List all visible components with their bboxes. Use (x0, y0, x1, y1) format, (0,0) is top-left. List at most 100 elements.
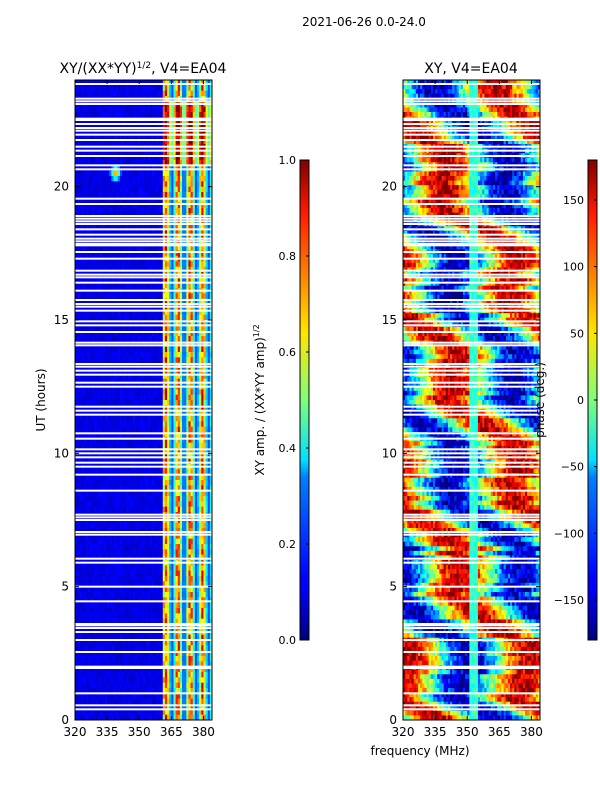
amplitude-cell (85, 149, 89, 156)
amplitude-cell (137, 160, 140, 166)
amplitude-cell (122, 80, 125, 86)
amplitude-cell (139, 170, 142, 177)
amplitude-cell (169, 138, 172, 145)
amplitude-cell (107, 80, 110, 86)
amplitude-cell (137, 85, 140, 92)
amplitude-cell (100, 80, 104, 86)
amplitude-cell (160, 133, 164, 140)
amplitude-cell (154, 138, 157, 145)
amplitude-cell (158, 133, 162, 140)
amplitude-cell (173, 112, 177, 118)
amplitude-cell (197, 106, 200, 113)
amplitude-cell (117, 122, 121, 129)
amplitude-cell (89, 133, 93, 140)
amplitude-cell (122, 138, 125, 145)
amplitude-cell (98, 176, 102, 182)
amplitude-cell (171, 122, 174, 129)
amplitude-cell (92, 122, 95, 129)
amplitude-cell (87, 122, 91, 129)
amplitude-cell (124, 90, 127, 97)
amplitude-cell (139, 106, 142, 113)
amplitude-cell (164, 106, 168, 113)
amplitude-cell (96, 176, 99, 182)
amplitude-cell (147, 165, 151, 172)
amplitude-cell (94, 85, 97, 92)
amplitude-cell (209, 90, 213, 97)
amplitude-cell (132, 133, 136, 140)
amplitude-cell (126, 80, 129, 86)
amplitude-cell (167, 112, 170, 118)
amplitude-cell (130, 138, 134, 145)
amplitude-cell (199, 165, 202, 172)
amplitude-cell (87, 181, 91, 188)
amplitude-cell (94, 133, 97, 140)
amplitude-cell (128, 90, 132, 97)
amplitude-cell (122, 133, 125, 140)
amplitude-cell (139, 85, 142, 92)
amplitude-cell (192, 133, 196, 140)
amplitude-cell (87, 138, 91, 145)
amplitude-cell (124, 122, 127, 129)
amplitude-cell (109, 176, 112, 182)
amplitude-cell (173, 165, 177, 172)
amplitude-cell (199, 176, 202, 182)
amplitude-cell (92, 176, 95, 182)
amplitude-cell (192, 80, 196, 86)
amplitude-cell (117, 106, 121, 113)
amplitude-cell (160, 160, 164, 166)
amplitude-cell (92, 133, 95, 140)
amplitude-cell (98, 138, 102, 145)
amplitude-cell (137, 149, 140, 156)
amplitude-cell (175, 154, 179, 161)
amplitude-cell (173, 170, 177, 177)
amplitude-cell (117, 133, 121, 140)
amplitude-cell (141, 154, 144, 161)
amplitude-cell (132, 85, 136, 92)
amplitude-cell (167, 170, 170, 177)
amplitude-cell (197, 176, 200, 182)
amplitude-cell (81, 181, 84, 188)
amplitude-cell (130, 170, 134, 177)
amplitude-cell (141, 138, 144, 145)
amplitude-cell (92, 80, 95, 86)
amplitude-cell (203, 138, 206, 145)
amplitude-cell (96, 170, 99, 177)
amplitude-cell (143, 154, 147, 161)
amplitude-cell (152, 112, 155, 118)
amplitude-cell (156, 112, 159, 118)
amplitude-cell (179, 176, 183, 182)
amplitude-cell (104, 165, 108, 172)
amplitude-cell (145, 160, 149, 166)
amplitude-cell (158, 160, 162, 166)
amplitude-cell (169, 160, 172, 166)
amplitude-cell (117, 85, 121, 92)
amplitude-cell (201, 85, 204, 92)
amplitude-cell (197, 85, 200, 92)
amplitude-cell (145, 90, 149, 97)
amplitude-cell (137, 154, 140, 161)
amplitude-cell (175, 176, 179, 182)
amplitude-cell (102, 160, 106, 166)
amplitude-cell (77, 106, 80, 113)
amplitude-cell (188, 85, 191, 92)
amplitude-cell (111, 80, 114, 86)
amplitude-cell (96, 85, 99, 92)
amplitude-cell (201, 149, 204, 156)
amplitude-cell (89, 165, 93, 172)
amplitude-cell (162, 165, 166, 172)
amplitude-cell (156, 106, 159, 113)
amplitude-cell (194, 165, 198, 172)
amplitude-cell (160, 176, 164, 182)
amplitude-cell (186, 80, 189, 86)
amplitude-cell (194, 176, 198, 182)
amplitude-cell (98, 154, 102, 161)
amplitude-cell (77, 170, 80, 177)
amplitude-cell (205, 176, 209, 182)
amplitude-cell (102, 106, 106, 113)
amplitude-cell (137, 80, 140, 86)
amplitude-cell (115, 112, 119, 118)
amplitude-cell (100, 154, 104, 161)
amplitude-cell (132, 154, 136, 161)
amplitude-cell (81, 80, 84, 86)
amplitude-cell (184, 154, 187, 161)
